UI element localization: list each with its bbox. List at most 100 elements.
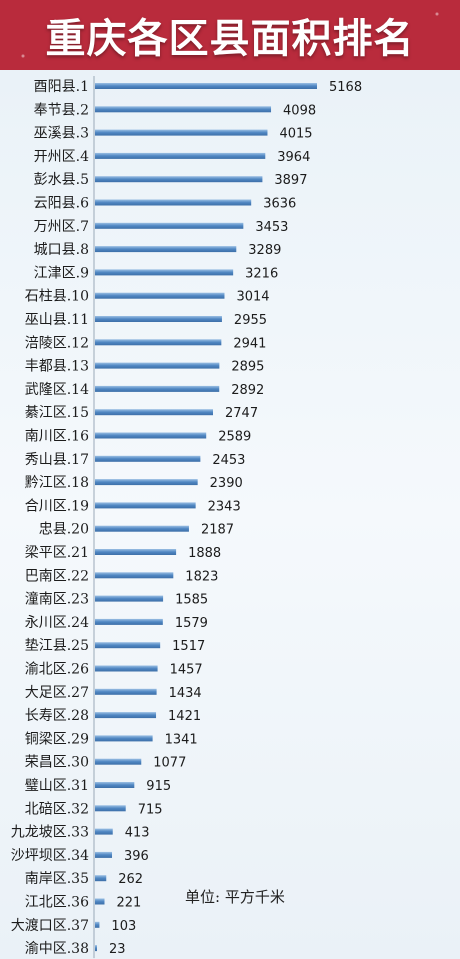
category-label: 沙坪坝区.34 [11, 848, 89, 864]
value-label: 4098 [283, 103, 316, 118]
bar [95, 409, 214, 416]
value-label: 1823 [185, 569, 218, 584]
bar [95, 549, 177, 555]
value-label: 23 [109, 942, 126, 957]
value-label: 103 [111, 919, 136, 934]
value-label: 3014 [236, 290, 269, 305]
category-label: 江北区.36 [25, 895, 89, 911]
value-label: 2390 [210, 476, 243, 491]
value-label: 2589 [218, 430, 251, 445]
bar [95, 316, 222, 322]
value-label: 1517 [172, 639, 205, 654]
category-label: 大足区.27 [25, 685, 89, 701]
value-label: 2955 [234, 313, 267, 328]
value-label: 1579 [175, 616, 208, 631]
bar [95, 851, 113, 858]
category-label: 云阳县.6 [34, 196, 89, 212]
bar [95, 455, 201, 462]
title-banner: 重庆各区县面积排名 [0, 0, 460, 70]
value-label: 1341 [165, 732, 198, 747]
category-label: 璧山区.31 [25, 777, 89, 794]
bar [95, 129, 268, 136]
bar [95, 572, 174, 579]
value-label: 1077 [153, 756, 186, 771]
category-label: 垫江县.25 [25, 638, 89, 654]
category-label: 北碚区.32 [25, 801, 89, 817]
bar [95, 502, 196, 509]
bar [95, 805, 126, 812]
unit-label: 单位: 平方千米 [185, 888, 285, 906]
category-label: 南川区.16 [25, 429, 89, 445]
bar [95, 269, 234, 276]
bar-chart: 酉阳县.1 5168 奉节县.2 4098 巫溪县.3 4015 开州区.4 3964 彭水县.… [11, 76, 362, 959]
category-label: 丰都县.13 [25, 359, 89, 375]
value-label: 1888 [188, 546, 221, 561]
category-label: 潼南区.23 [25, 591, 89, 608]
category-label: 江津区.9 [34, 265, 89, 281]
bar [95, 292, 225, 299]
category-label: 涪陵区.12 [25, 335, 89, 351]
bar [95, 339, 222, 346]
value-label: 3453 [255, 220, 288, 235]
banner-decoration [0, 0, 460, 70]
bar [95, 875, 107, 882]
bar [95, 432, 207, 439]
value-label: 2892 [231, 383, 264, 398]
category-label: 永川区.24 [25, 615, 89, 631]
bar [95, 176, 263, 183]
value-label: 262 [118, 872, 143, 887]
value-label: 915 [146, 779, 171, 794]
value-label: 4015 [279, 127, 312, 142]
value-label: 715 [138, 802, 163, 817]
bar [95, 828, 113, 835]
value-label: 396 [124, 849, 149, 864]
value-label: 3964 [277, 150, 310, 165]
value-label: 221 [116, 896, 141, 911]
category-label: 长寿区.28 [25, 707, 89, 724]
category-label: 大渡口区.37 [11, 918, 89, 934]
category-label: 渝中区.38 [25, 941, 89, 957]
value-label: 1434 [169, 686, 202, 701]
category-label: 万州区.7 [34, 219, 89, 235]
bar [95, 246, 237, 253]
bar [95, 782, 135, 788]
page-title: 重庆各区县面积排名 [45, 16, 415, 62]
bar [95, 642, 161, 649]
category-label: 铜梁区.29 [25, 731, 89, 747]
value-label: 3216 [245, 266, 278, 281]
category-label: 开州区.4 [34, 149, 89, 165]
bar [95, 758, 142, 765]
value-label: 1421 [168, 709, 201, 724]
bar [95, 222, 244, 229]
bar [95, 945, 97, 952]
category-label: 綦江区.15 [25, 405, 89, 421]
category-label: 九龙坡区.33 [11, 825, 89, 841]
bar [95, 479, 198, 486]
bar [95, 618, 163, 625]
value-label: 2453 [212, 453, 245, 468]
value-label: 413 [125, 826, 150, 841]
category-label: 巴南区.22 [25, 568, 89, 584]
category-label: 忠县.20 [39, 522, 89, 538]
bar [95, 921, 100, 928]
category-label: 渝北区.26 [25, 662, 89, 678]
value-label: 2747 [225, 406, 258, 421]
category-label: 合川区.19 [25, 498, 89, 514]
category-label: 梁平区.21 [25, 545, 89, 561]
category-label: 武隆区.14 [25, 382, 89, 398]
bar [95, 898, 105, 905]
bar [95, 199, 252, 206]
bar [95, 688, 157, 695]
bar [95, 106, 272, 113]
bar [95, 665, 158, 672]
value-label: 3636 [263, 197, 296, 212]
value-label: 5168 [329, 80, 362, 95]
value-label: 2895 [231, 360, 264, 375]
bar [95, 735, 153, 742]
value-label: 1457 [170, 663, 203, 678]
bar [95, 385, 220, 392]
category-label: 石柱县.10 [25, 289, 89, 305]
value-label: 3289 [248, 243, 281, 258]
category-label: 酉阳县.1 [34, 79, 89, 95]
bar [95, 595, 164, 602]
